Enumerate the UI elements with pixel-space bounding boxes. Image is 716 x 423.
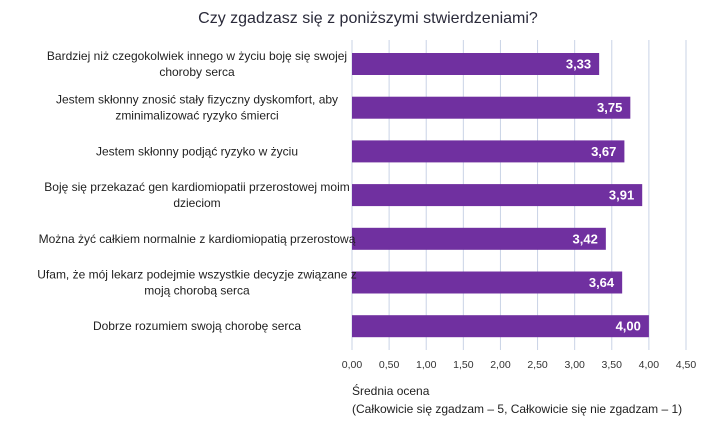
bar <box>352 140 625 163</box>
category-label: Dobrze rozumiem swoją chorobę serca <box>93 319 301 333</box>
bar-value-label: 4,00 <box>616 319 641 334</box>
category-label: Jestem skłonny znosić stały fizyczny dys… <box>56 93 338 107</box>
x-tick-label: 4,00 <box>639 359 660 371</box>
category-label: dzieciom <box>173 196 220 210</box>
x-tick-label: 4,50 <box>676 359 697 371</box>
category-label: Bardziej niż czegokolwiek innego w życiu… <box>47 49 347 63</box>
bar-value-label: 3,67 <box>591 144 616 159</box>
category-label: zminimalizować ryzyko śmierci <box>115 109 278 123</box>
x-axis-title-line2: (Całkowicie się zgadzam – 5, Całkowicie … <box>352 402 682 416</box>
bar <box>352 184 643 207</box>
bar <box>352 227 606 250</box>
bar <box>352 53 600 75</box>
category-label: Boję się przekazać gen kardiomiopatii pr… <box>44 180 349 194</box>
x-tick-label: 1,50 <box>453 359 474 371</box>
category-labels: Bardziej niż czegokolwiek innego w życiu… <box>37 49 356 333</box>
x-tick-label: 1,00 <box>416 359 437 371</box>
x-tick-label: 3,00 <box>564 359 585 371</box>
bar-value-label: 3,64 <box>589 275 615 290</box>
bar <box>352 315 649 338</box>
bar <box>352 96 631 119</box>
x-tick-label: 0,00 <box>342 359 363 371</box>
bar-value-label: 3,33 <box>566 57 591 72</box>
category-label: moją chorobą serca <box>144 284 250 298</box>
category-label: choroby serca <box>159 65 235 79</box>
bar-value-label: 3,42 <box>573 231 598 246</box>
bar-value-label: 3,75 <box>597 100 622 115</box>
x-axis-title-line1: Średnia ocena <box>352 383 430 398</box>
category-label: Jestem skłonny podjąć ryzyko w życiu <box>96 144 298 158</box>
x-tick-label: 3,50 <box>602 359 623 371</box>
x-tick-label: 2,00 <box>490 359 511 371</box>
x-tick-label: 2,50 <box>527 359 548 371</box>
bar-value-label: 3,91 <box>609 188 634 203</box>
bars: 3,33 3,75 3,67 3,91 3,42 3,64 4,00 <box>352 53 649 338</box>
x-tick-label: 0,50 <box>379 359 400 371</box>
category-label: Ufam, że mój lekarz podejmie wszystkie d… <box>37 268 356 282</box>
chart-title: Czy zgadzasz się z poniższymi stwierdzen… <box>198 10 538 27</box>
bar <box>352 271 623 294</box>
category-label: Można żyć całkiem normalnie z kardiomiop… <box>39 232 356 246</box>
x-tick-labels: 0,00 0,50 1,00 1,50 2,00 2,50 3,00 3,50 4,00 4,50 <box>342 359 697 371</box>
